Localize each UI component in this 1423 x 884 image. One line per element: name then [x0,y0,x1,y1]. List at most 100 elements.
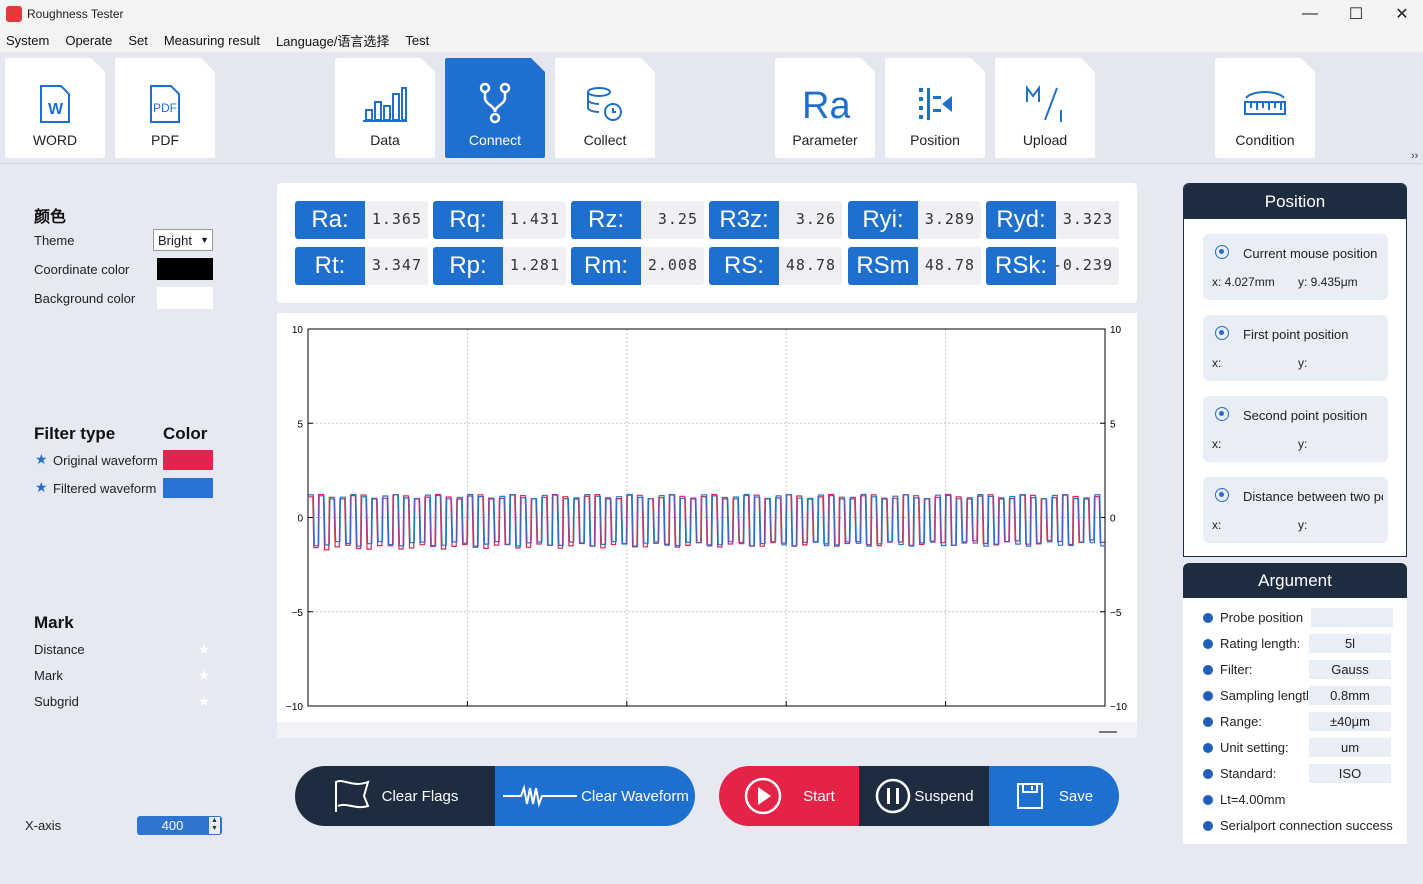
condition-label: Condition [1235,132,1295,148]
pos-x-value: x: [1212,356,1222,370]
close-button[interactable]: ✕ [1395,6,1409,23]
x-axis-spinbox[interactable]: 400 ▲ ▼ [137,816,222,835]
upload-label: Upload [1022,132,1068,148]
param-name: Ryd: [986,201,1056,239]
bullet-icon [1203,691,1213,701]
distance-between-points-card: Distance between two points x: y: [1203,477,1388,543]
bullet-icon [1203,717,1213,727]
menu-operate[interactable]: Operate [65,32,113,48]
pos-x-value: x: [1212,437,1222,451]
clear-flags-button[interactable]: Clear Flags [295,766,495,826]
spin-arrows-icon[interactable]: ▲ ▼ [209,817,220,834]
coordinate-color-swatch[interactable] [157,258,213,280]
minimize-button[interactable]: — [1302,5,1318,22]
pdf-icon: PDF [150,85,180,123]
word-button[interactable]: W WORD [5,58,105,158]
menu-set[interactable]: Set [128,32,148,48]
color-heading: 颜色 [34,209,67,226]
original-waveform-color[interactable] [163,450,213,470]
connect-button[interactable]: Connect [445,58,545,158]
arg-label: Range: [1220,714,1262,729]
bullet-icon [1203,639,1213,649]
toolbar-overflow-button[interactable]: ›› [1411,150,1419,162]
param-value: 3.26 [795,210,836,228]
param-rm: Rm: 2.008 [571,247,704,285]
chart-canvas[interactable]: 10 10 5 5 0 0 −5 −5 −10 −10 [277,313,1137,738]
arg-value: 5l [1309,634,1391,653]
param-value: 3.347 [371,256,422,274]
connect-icon [479,82,511,124]
toolbar: W WORD PDF PDF Data Connect Collect Ra P… [0,52,1423,164]
filtered-waveform-color[interactable] [163,478,213,498]
crosshair-icon [1215,488,1229,502]
param-name: Ryi: [848,201,918,239]
subgrid-star-toggle[interactable]: ★ [197,693,211,709]
series-line-filtered [308,493,1106,547]
arg-value [1311,608,1393,627]
current-mouse-position-card: Current mouse position x: 4.027mm y: 9.4… [1203,234,1388,300]
clear-waveform-button[interactable]: Clear Waveform [495,766,695,826]
maximize-button[interactable]: ☐ [1348,6,1364,23]
position-button[interactable]: Position [885,58,985,158]
theme-label: Theme [34,233,75,248]
param-value: 1.281 [509,256,560,274]
param-value: -0.239 [1052,256,1113,274]
position-icon [919,88,952,120]
y-tick-label-left: −5 [292,608,304,619]
condition-button[interactable]: Condition [1215,58,1315,158]
data-button[interactable]: Data [335,58,435,158]
menu-language[interactable]: Language/语言选择 [275,33,390,49]
position-label: Position [910,132,960,148]
collect-button[interactable]: Collect [555,58,655,158]
pdf-button[interactable]: PDF PDF [115,58,215,158]
pause-icon [876,778,911,814]
collect-icon [587,87,622,121]
parameter-panel: Ra: 1.365 Rq: 1.431 Rz: 3.25 R3z: 3.26 Ryi: 3.289… [277,183,1137,303]
param-name: RSm [848,247,918,285]
param-rq: Rq: 1.431 [433,201,566,239]
collect-label: Collect [583,132,627,148]
scroll-handle[interactable] [1099,731,1117,733]
star-icon: ★ [35,451,48,467]
param-value: 48.78 [785,256,836,274]
mark-star-toggle[interactable]: ★ [197,667,211,683]
param-value: 2.008 [647,256,698,274]
arg-row-status: Serialport connection success [1203,816,1403,836]
menu-test[interactable]: Test [405,32,430,48]
arg-label: Probe position [1220,610,1304,625]
arg-label: Unit setting: [1220,740,1289,755]
bullet-icon [1203,613,1213,623]
param-value: 48.78 [924,256,975,274]
save-button[interactable]: Save [989,766,1119,826]
chart-scrollbar[interactable] [277,722,1137,738]
position-panel: Position Current mouse position x: 4.027… [1183,183,1407,557]
pdf-label: PDF [151,132,179,148]
x-axis-value: 400 [161,818,184,833]
bullet-icon [1203,821,1213,831]
parameter-label: Parameter [792,132,858,148]
start-button[interactable]: Start [719,766,859,826]
waveform-chart[interactable]: 10 10 5 5 0 0 −5 −5 −10 −10 [277,313,1137,738]
word-icon: W [40,85,70,123]
parameter-button[interactable]: Ra Parameter [775,58,875,158]
clear-waveform-label: Clear Waveform [581,787,689,805]
condition-icon [1244,91,1286,115]
background-color-swatch[interactable] [157,287,213,309]
suspend-button[interactable]: Suspend [859,766,989,826]
theme-select[interactable]: Bright ▼ [153,229,213,251]
param-rsk: RSk: -0.239 [986,247,1119,285]
arg-row-standard: Standard: ISO [1203,764,1403,784]
distance-star-toggle[interactable]: ★ [197,641,211,657]
distance-label: Distance [34,642,85,657]
param-ra: Ra: 1.365 [295,201,428,239]
bar-chart-icon [363,87,407,122]
arg-label: Rating length: [1220,636,1301,651]
y-tick-label-left: 10 [292,325,304,336]
menu-measuring-result[interactable]: Measuring result [163,32,260,48]
arg-row-range: Range: ±40μm [1203,712,1403,732]
param-name: R3z: [709,201,779,239]
save-label: Save [1058,787,1094,805]
upload-button[interactable]: Upload [995,58,1095,158]
menu-system[interactable]: System [6,32,50,48]
param-rz: Rz: 3.25 [571,201,704,239]
